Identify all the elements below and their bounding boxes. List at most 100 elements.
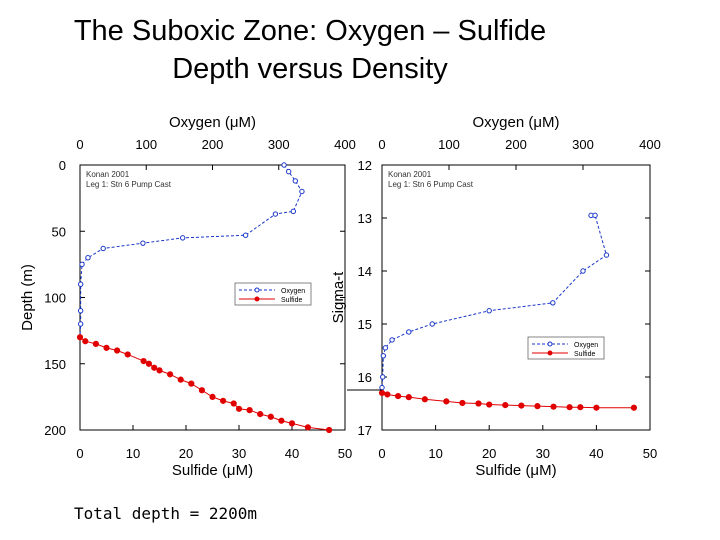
left-oxygen-point xyxy=(292,178,299,184)
left-y-tick-label: 200 xyxy=(44,423,66,438)
left-bottom-tick-label: 40 xyxy=(285,446,299,461)
left-bottom-axis-label: Sulfide (μM) xyxy=(172,462,253,479)
right-sulfide-point xyxy=(486,401,493,408)
right-top-tick-label: 100 xyxy=(438,137,460,152)
right-oxygen-point xyxy=(580,268,586,274)
left-sulfide-point xyxy=(188,380,195,387)
left-sulfide-point xyxy=(103,344,110,351)
left-annotation-line: Konan 2001 xyxy=(86,170,130,179)
left-sulfide-point xyxy=(235,405,243,412)
right-sulfide-point xyxy=(405,394,412,401)
left-oxygen-line xyxy=(79,164,303,338)
right-sulfide-point xyxy=(593,404,600,411)
left-oxygen-point xyxy=(242,232,249,238)
footer-note: Total depth = 2200m xyxy=(74,504,258,523)
right-sulfide-point xyxy=(630,404,638,411)
left-top-tick-label: 100 xyxy=(135,137,157,152)
right-top-tick-label: 400 xyxy=(639,137,661,152)
right-sulfide-point xyxy=(550,403,557,410)
right-top-tick-label: 200 xyxy=(505,137,527,152)
left-sulfide-point xyxy=(82,338,89,345)
left-top-tick-label: 200 xyxy=(202,137,224,152)
left-top-tick-label: 400 xyxy=(334,137,356,152)
left-oxygen-point xyxy=(85,255,91,261)
left-sulfide-point xyxy=(177,376,184,383)
left-sulfide-point xyxy=(114,347,121,354)
right-bottom-tick-label: 50 xyxy=(643,446,657,461)
right-bottom-tick-label: 40 xyxy=(589,446,603,461)
right-oxygen-point xyxy=(429,321,435,327)
right-bottom-tick-label: 20 xyxy=(482,446,496,461)
right-y-tick-label: 17 xyxy=(358,423,372,438)
left-legend-label: Oxygen xyxy=(281,288,305,295)
right-sulfide-point xyxy=(384,391,391,398)
right-oxygen-point xyxy=(406,329,412,335)
left-sulfide-point xyxy=(76,334,84,341)
right-sulfide-point xyxy=(518,402,525,409)
right-bottom-tick-label: 30 xyxy=(536,446,550,461)
right-sulfide-point xyxy=(534,403,541,410)
left-oxygen-point xyxy=(77,321,84,327)
left-sulfide-point xyxy=(220,397,227,404)
left-sulfide-point xyxy=(151,364,158,371)
left-bottom-tick-label: 50 xyxy=(338,446,352,461)
left-oxygen-point xyxy=(285,168,292,175)
left-y-tick-label: 150 xyxy=(44,357,66,372)
right-y-axis-label: Sigma-t xyxy=(330,271,347,324)
right-y-tick-label: 12 xyxy=(358,158,372,173)
right-legend-label: Oxygen xyxy=(574,342,598,349)
left-sulfide-point xyxy=(124,351,131,358)
right-oxygen-line xyxy=(381,214,608,388)
left-sulfide-point xyxy=(145,360,152,367)
left-oxygen-point xyxy=(100,245,106,252)
right-sulfide-point xyxy=(378,389,386,396)
right-annotation-line: Konan 2001 xyxy=(388,170,432,179)
left-y-axis-label: Depth (m) xyxy=(19,264,36,331)
left-oxygen-point xyxy=(281,162,287,168)
left-y-tick-label: 50 xyxy=(52,224,66,239)
left-top-tick-label: 0 xyxy=(76,137,83,152)
right-top-axis-label: Oxygen (μM) xyxy=(473,114,560,131)
right-y-tick-label: 16 xyxy=(358,370,372,385)
left-sulfide-point xyxy=(198,387,205,394)
right-y-tick-label: 15 xyxy=(358,317,372,332)
right-annotation-line: Leg 1: Stn 6 Pump Cast xyxy=(388,180,474,189)
right-oxygen-point xyxy=(486,308,492,314)
left-oxygen-point xyxy=(140,240,146,246)
left-oxygen-point xyxy=(77,281,84,287)
left-annotation-line: Leg 1: Stn 6 Pump Cast xyxy=(86,180,172,189)
right-y-tick-label: 14 xyxy=(358,264,372,279)
right-oxygen-point xyxy=(382,345,389,351)
right-oxygen-point xyxy=(379,384,385,391)
left-sulfide-point xyxy=(246,407,253,414)
left-oxygen-point xyxy=(290,208,297,215)
right-oxygen-point xyxy=(603,252,610,258)
left-bottom-tick-label: 10 xyxy=(126,446,140,461)
left-oxygen-point xyxy=(77,308,84,314)
left-oxygen-point xyxy=(299,188,305,195)
right-sulfide-point xyxy=(443,398,450,405)
left-sulfide-point xyxy=(140,358,147,365)
left-legend-marker xyxy=(254,296,260,302)
right-sulfide-point xyxy=(566,404,573,411)
right-oxygen-point xyxy=(379,374,386,380)
left-bottom-tick-label: 0 xyxy=(76,446,83,461)
right-sulfide-point xyxy=(421,396,428,403)
right-legend-marker xyxy=(547,341,553,347)
right-bottom-axis-label: Sulfide (μM) xyxy=(475,462,556,479)
left-top-axis-label: Oxygen (μM) xyxy=(169,114,256,131)
left-bottom-tick-label: 20 xyxy=(179,446,193,461)
right-plot-frame xyxy=(381,164,651,431)
left-sulfide-point xyxy=(304,424,311,431)
right-y-tick-label: 13 xyxy=(358,211,372,226)
left-top-tick-label: 300 xyxy=(268,137,290,152)
left-legend-label: Sulfide xyxy=(281,297,303,304)
right-sulfide-point xyxy=(502,401,509,409)
left-sulfide-point xyxy=(230,400,237,407)
left-sulfide-point xyxy=(278,417,285,424)
left-legend-marker xyxy=(254,287,260,293)
right-top-tick-label: 300 xyxy=(572,137,594,152)
title-line-1: The Suboxic Zone: Oxygen – Sulfide xyxy=(73,15,547,47)
right-sulfide-point xyxy=(475,400,482,407)
left-sulfide-point xyxy=(209,393,216,400)
